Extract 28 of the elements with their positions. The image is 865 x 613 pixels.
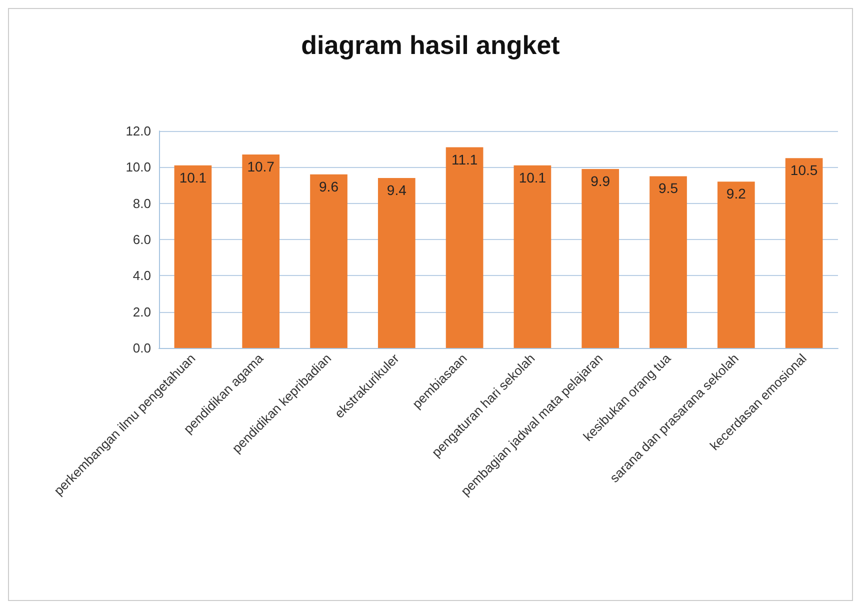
y-tick-label: 4.0 <box>132 268 151 284</box>
bar <box>650 176 687 348</box>
data-label: 9.4 <box>386 182 407 198</box>
y-tick-label: 0.0 <box>132 340 151 356</box>
bar <box>242 154 280 348</box>
y-tick-label: 12.0 <box>126 124 151 138</box>
data-label: 9.5 <box>658 180 678 196</box>
bar <box>785 158 823 348</box>
bar <box>310 174 348 348</box>
data-label: 9.9 <box>590 172 610 189</box>
data-label: 10.5 <box>790 162 818 178</box>
chart-title: diagram hasil angket <box>301 30 560 60</box>
bar <box>582 168 620 348</box>
bar <box>378 178 416 348</box>
bar <box>174 165 212 348</box>
data-label: 10.1 <box>518 169 546 186</box>
y-tick-label: 8.0 <box>132 196 151 211</box>
bar <box>446 147 484 348</box>
data-label: 11.1 <box>451 151 478 168</box>
bar <box>514 165 552 348</box>
data-label: 10.7 <box>247 158 275 175</box>
y-tick-label: 2.0 <box>132 304 151 320</box>
data-label: 10.1 <box>179 169 207 186</box>
data-label: 9.2 <box>726 186 746 202</box>
bar <box>717 182 755 348</box>
y-tick-label: 10.0 <box>126 160 151 175</box>
y-tick-label: 6.0 <box>132 232 151 247</box>
data-label: 9.6 <box>319 178 339 194</box>
